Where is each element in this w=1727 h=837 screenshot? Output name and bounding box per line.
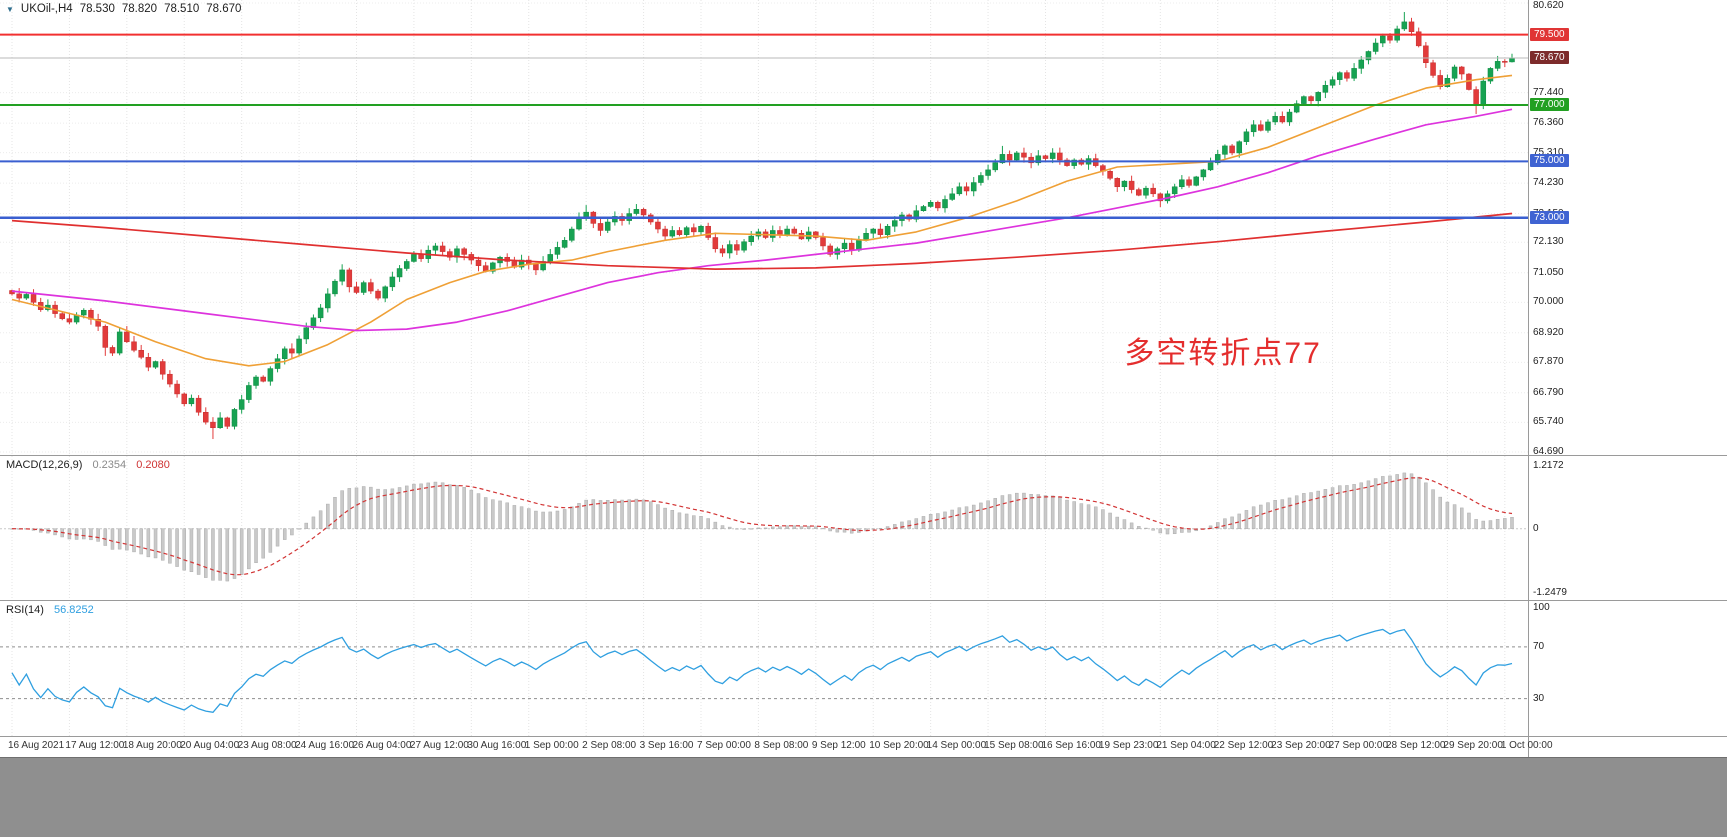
x-axis-label[interactable]: 23 Sep 20:00 bbox=[1271, 740, 1331, 751]
rsi-axis-label: 30 bbox=[1533, 692, 1545, 704]
symbol-ohlc-row: ▼ UKOil-,H4 78.530 78.820 78.510 78.670 bbox=[6, 3, 241, 15]
x-axis-label[interactable]: 15 Sep 08:00 bbox=[984, 740, 1044, 751]
x-axis-label[interactable]: 18 Aug 20:00 bbox=[122, 740, 182, 751]
ma-fast-orange bbox=[11, 74, 1513, 367]
price-tick: 80.620 bbox=[1533, 0, 1564, 11]
annotation-text: 多空转折点77 bbox=[1124, 336, 1322, 370]
x-axis-label[interactable]: 24 Aug 16:00 bbox=[295, 740, 355, 751]
price-tick: 72.130 bbox=[1533, 236, 1564, 248]
rsi-axis-label: 100 bbox=[1533, 602, 1550, 613]
price-badge-79.500: 79.500 bbox=[1530, 27, 1569, 41]
x-axis-label[interactable]: 16 Sep 16:00 bbox=[1041, 740, 1101, 751]
price-tick: 70.000 bbox=[1533, 296, 1564, 308]
x-axis-label[interactable]: 21 Sep 04:00 bbox=[1156, 740, 1216, 751]
price-tick: 76.360 bbox=[1533, 117, 1564, 129]
chart-plot[interactable] bbox=[0, 0, 1727, 757]
macd-signal-line bbox=[11, 477, 1513, 576]
x-axis-label[interactable]: 26 Aug 04:00 bbox=[352, 740, 412, 751]
rsi-value: 56.8252 bbox=[53, 604, 94, 616]
panel-separators bbox=[0, 0, 1727, 757]
price-tick: 75.310 bbox=[1533, 146, 1564, 158]
x-axis-label[interactable]: 29 Sep 20:00 bbox=[1443, 740, 1503, 751]
bottom-strip bbox=[0, 757, 1727, 837]
macd-axis-label: 0 bbox=[1533, 522, 1539, 534]
price-badge-75.000: 75.000 bbox=[1530, 154, 1569, 168]
x-axis-label[interactable]: 3 Sep 16:00 bbox=[639, 740, 694, 751]
symbol-dropdown-icon[interactable]: ▼ bbox=[6, 4, 14, 14]
price-badge-78.670: 78.670 bbox=[1530, 50, 1569, 64]
price-badge-73.000: 73.000 bbox=[1530, 210, 1569, 224]
x-axis-label[interactable]: 17 Aug 12:00 bbox=[65, 740, 125, 751]
x-axis-label[interactable]: 1 Oct 00:00 bbox=[1500, 740, 1553, 751]
macd-axis-label: -1.2479 bbox=[1533, 587, 1567, 598]
ohlc-close: 78.670 bbox=[206, 3, 242, 15]
moving-averages bbox=[11, 74, 1513, 367]
ohlc-open: 78.530 bbox=[79, 3, 115, 15]
rsi-panel bbox=[0, 628, 1528, 714]
symbol-timeframe: UKOil-,H4 bbox=[20, 3, 73, 15]
macd-value-main: 0.2354 bbox=[92, 459, 127, 471]
ohlc-low: 78.510 bbox=[164, 3, 200, 15]
macd-histogram bbox=[10, 472, 1514, 582]
rsi-label-row: RSI(14) 56.8252 bbox=[6, 604, 94, 616]
price-tick: 66.790 bbox=[1533, 386, 1564, 398]
rsi-axis-label: 70 bbox=[1533, 640, 1545, 652]
x-axis-label[interactable]: 14 Sep 00:00 bbox=[926, 740, 987, 751]
ma-mid-magenta bbox=[11, 108, 1513, 332]
ma-slow-red bbox=[11, 212, 1513, 270]
x-axis-label[interactable]: 8 Sep 08:00 bbox=[754, 740, 809, 751]
rsi-name: RSI(14) bbox=[6, 604, 44, 616]
price-tick: 77.440 bbox=[1533, 86, 1564, 98]
macd-axis-label: 1.2172 bbox=[1533, 460, 1564, 471]
x-axis-label[interactable]: 7 Sep 00:00 bbox=[696, 740, 751, 751]
macd-label-row: MACD(12,26,9) 0.2354 0.2080 bbox=[6, 459, 170, 471]
macd-value-signal: 0.2080 bbox=[136, 459, 170, 471]
price-tick: 74.230 bbox=[1533, 177, 1564, 189]
macd-panel bbox=[0, 472, 1528, 582]
ohlc-high: 78.820 bbox=[121, 3, 158, 15]
x-axis-label[interactable]: 19 Sep 23:00 bbox=[1098, 740, 1159, 751]
x-axis-label[interactable]: 1 Sep 00:00 bbox=[524, 740, 579, 751]
x-axis-label[interactable]: 27 Sep 00:00 bbox=[1328, 740, 1389, 751]
price-tick: 67.870 bbox=[1533, 356, 1564, 368]
horizontal-lines bbox=[0, 33, 1528, 220]
candles[interactable] bbox=[9, 12, 1515, 440]
x-axis-label[interactable]: 22 Sep 12:00 bbox=[1213, 740, 1274, 751]
price-badge-77.000: 77.000 bbox=[1530, 98, 1569, 112]
price-tick: 71.050 bbox=[1533, 266, 1564, 278]
price-tick: 64.690 bbox=[1533, 446, 1564, 457]
price-tick: 65.740 bbox=[1533, 416, 1564, 428]
x-axis-label[interactable]: 20 Aug 04:00 bbox=[180, 740, 240, 751]
rsi-line bbox=[11, 628, 1513, 714]
macd-name: MACD(12,26,9) bbox=[6, 459, 83, 471]
x-axis-label[interactable]: 9 Sep 12:00 bbox=[811, 740, 866, 751]
x-axis-label[interactable]: 27 Aug 12:00 bbox=[409, 740, 469, 751]
x-axis-label[interactable]: 10 Sep 20:00 bbox=[869, 740, 929, 751]
x-axis-label[interactable]: 16 Aug 2021 bbox=[8, 740, 65, 751]
x-axis-label[interactable]: 30 Aug 16:00 bbox=[467, 740, 527, 751]
x-axis-label[interactable]: 23 Aug 08:00 bbox=[237, 740, 297, 751]
x-axis-label[interactable]: 28 Sep 12:00 bbox=[1385, 740, 1446, 751]
x-axis-label[interactable]: 2 Sep 08:00 bbox=[582, 740, 637, 751]
price-tick: 68.920 bbox=[1533, 326, 1564, 338]
